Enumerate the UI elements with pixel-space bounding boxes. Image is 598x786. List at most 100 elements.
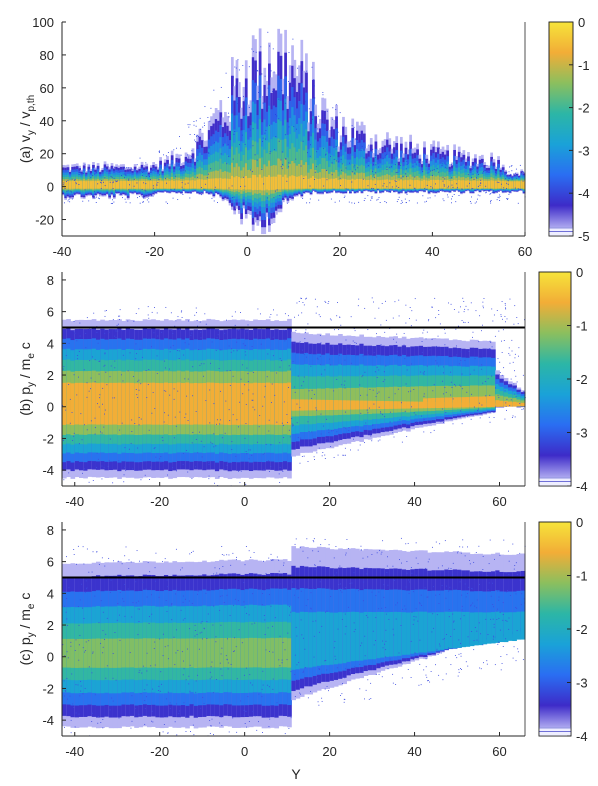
scatter-point bbox=[187, 378, 189, 380]
heatmap-cell bbox=[112, 382, 118, 425]
scatter-point bbox=[114, 360, 116, 362]
scatter-point bbox=[165, 178, 166, 180]
scatter-point bbox=[336, 315, 338, 317]
scatter-point bbox=[144, 689, 146, 691]
scatter-point bbox=[255, 51, 257, 53]
scatter-point bbox=[177, 316, 179, 318]
scatter-point bbox=[279, 442, 281, 444]
scatter-point bbox=[283, 330, 285, 332]
scatter-point bbox=[508, 177, 510, 179]
heatmap-cell bbox=[401, 386, 407, 413]
scatter-point bbox=[394, 393, 396, 395]
heatmap-cell bbox=[277, 174, 281, 190]
scatter-point bbox=[201, 621, 203, 622]
heatmap-cell bbox=[254, 175, 257, 190]
scatter-point bbox=[332, 430, 334, 432]
scatter-point bbox=[294, 316, 295, 318]
scatter-point bbox=[80, 583, 82, 585]
scatter-point bbox=[350, 449, 351, 451]
scatter-point bbox=[86, 317, 88, 319]
heatmap-cell bbox=[494, 180, 498, 189]
scatter-point bbox=[335, 109, 337, 111]
scatter-point bbox=[401, 441, 403, 443]
heatmap-cell bbox=[304, 611, 309, 668]
scatter-point bbox=[324, 300, 326, 302]
scatter-point bbox=[256, 159, 258, 161]
heatmap-cell bbox=[431, 612, 437, 652]
scatter-point bbox=[300, 165, 302, 167]
scatter-point bbox=[502, 329, 504, 331]
scatter-point bbox=[195, 680, 197, 682]
scatter-point bbox=[132, 468, 134, 470]
heatmap-cell bbox=[380, 611, 386, 658]
heatmap-cell bbox=[261, 382, 267, 425]
scatter-point bbox=[212, 714, 214, 716]
scatter-point bbox=[333, 456, 335, 458]
scatter-point bbox=[401, 201, 403, 203]
scatter-point bbox=[84, 163, 86, 165]
heatmap-cell bbox=[172, 383, 178, 425]
scatter-point bbox=[156, 373, 158, 375]
scatter-point bbox=[151, 613, 153, 615]
scatter-point bbox=[371, 554, 373, 555]
scatter-point bbox=[513, 646, 515, 648]
scatter-point bbox=[354, 628, 356, 630]
scatter-point bbox=[521, 593, 523, 595]
scatter-point bbox=[211, 661, 213, 663]
scatter-point bbox=[241, 134, 243, 136]
scatter-point bbox=[444, 166, 446, 168]
heatmap-cell bbox=[495, 403, 500, 407]
scatter-point bbox=[501, 662, 503, 664]
scatter-point bbox=[148, 317, 150, 319]
scatter-point bbox=[267, 31, 269, 33]
scatter-point bbox=[104, 353, 106, 355]
heatmap-cell bbox=[452, 397, 458, 407]
scatter-point bbox=[464, 359, 466, 361]
scatter-point bbox=[75, 182, 77, 184]
scatter-point bbox=[324, 454, 326, 456]
scatter-point bbox=[130, 167, 132, 169]
scatter-point bbox=[134, 422, 136, 424]
scatter-point bbox=[482, 172, 484, 174]
scatter-point bbox=[309, 198, 311, 200]
heatmap-cell bbox=[372, 180, 375, 189]
scatter-point bbox=[156, 184, 158, 186]
scatter-point bbox=[456, 354, 458, 356]
scatter-point bbox=[86, 429, 88, 431]
scatter-point bbox=[519, 189, 521, 190]
scatter-point bbox=[130, 442, 132, 444]
heatmap-cell bbox=[282, 637, 288, 668]
scatter-point bbox=[215, 350, 217, 352]
scatter-point bbox=[340, 185, 341, 187]
scatter-point bbox=[165, 306, 167, 308]
scatter-point bbox=[336, 431, 338, 433]
scatter-point bbox=[121, 422, 123, 424]
heatmap-cell bbox=[305, 175, 308, 189]
x-tick-label: -20 bbox=[150, 494, 169, 509]
scatter-point bbox=[71, 191, 72, 193]
heatmap-cell bbox=[414, 386, 420, 412]
scatter-point bbox=[302, 381, 304, 383]
scatter-point bbox=[227, 97, 229, 98]
scatter-point bbox=[230, 351, 232, 353]
scatter-point bbox=[492, 635, 494, 637]
scatter-point bbox=[197, 136, 199, 137]
scatter-point bbox=[262, 405, 264, 407]
scatter-point bbox=[396, 333, 398, 335]
scatter-point bbox=[384, 643, 386, 645]
heatmap-cell bbox=[469, 396, 475, 407]
scatter-point bbox=[116, 324, 118, 326]
heatmap-cell bbox=[117, 638, 122, 668]
panel-b-colorbar: 0-1-2-3-4 bbox=[538, 265, 588, 494]
heatmap-cell bbox=[291, 399, 297, 411]
scatter-point bbox=[208, 153, 210, 154]
scatter-point bbox=[262, 684, 264, 686]
scatter-point bbox=[433, 384, 435, 386]
y-tick-label: 0 bbox=[47, 180, 54, 195]
scatter-point bbox=[354, 347, 356, 349]
scatter-point bbox=[101, 179, 103, 181]
heatmap-cell bbox=[325, 178, 329, 189]
scatter-point bbox=[378, 391, 380, 393]
scatter-point bbox=[376, 199, 378, 201]
scatter-point bbox=[245, 403, 247, 405]
